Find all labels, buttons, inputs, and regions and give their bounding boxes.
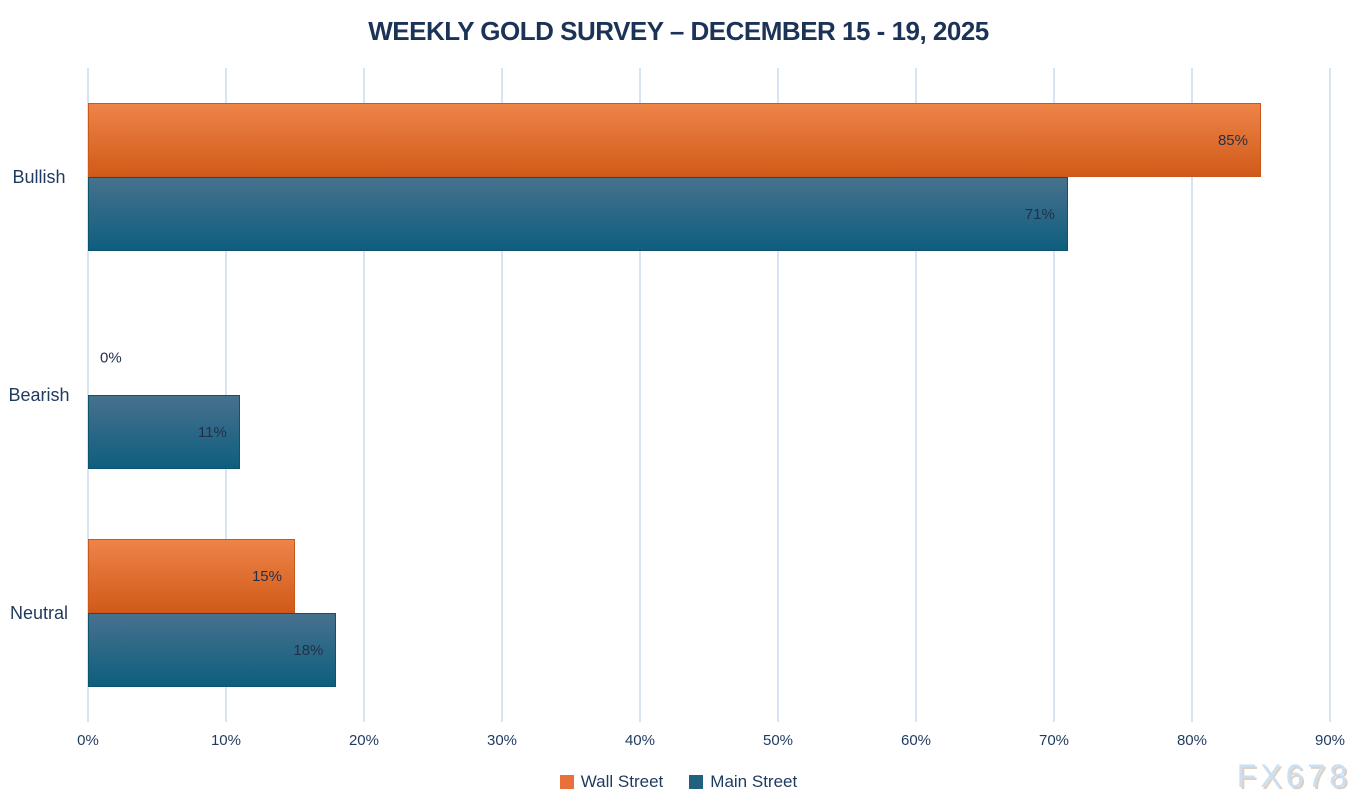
bar-slot: 85% xyxy=(88,103,1330,177)
bar-slot: 0% xyxy=(88,321,1330,395)
value-label: 0% xyxy=(100,349,122,367)
gridline xyxy=(501,68,503,722)
gridline xyxy=(1329,68,1331,722)
bar-group-bullish: 85% 71% xyxy=(88,68,1330,286)
x-tick-label: 40% xyxy=(624,732,655,749)
value-label: 11% xyxy=(197,423,227,441)
category-label-bearish: Bearish xyxy=(8,384,70,405)
x-tick-label: 80% xyxy=(1176,732,1207,749)
gridline xyxy=(638,68,641,722)
x-tick-label: 60% xyxy=(900,732,932,749)
bar-main-street-bearish: 11% xyxy=(88,395,240,469)
value-label: 85% xyxy=(1217,131,1248,149)
bar-wall-street-neutral: 15% xyxy=(88,539,295,613)
legend-item-wall-street: Wall Street xyxy=(559,772,664,792)
legend-swatch-main-street xyxy=(689,775,704,789)
bar-slot: 18% xyxy=(88,613,1330,687)
gridline xyxy=(362,68,365,722)
legend-item-main-street: Main Street xyxy=(689,772,797,792)
value-label: 15% xyxy=(251,567,282,585)
bar-wall-street-bullish: 85% xyxy=(88,103,1261,177)
x-tick-label: 10% xyxy=(210,732,241,749)
legend-swatch-wall-street xyxy=(559,775,574,789)
bar-group-neutral: 15% 18% xyxy=(88,504,1330,722)
watermark: FX678 xyxy=(1236,758,1351,794)
x-tick-label: 70% xyxy=(1038,732,1070,749)
x-tick-label: 90% xyxy=(1314,732,1346,749)
x-tick-label: 30% xyxy=(486,732,518,749)
legend-label: Wall Street xyxy=(580,772,664,791)
bar-groups: 85% 71% 0% 11% 15% 18% xyxy=(88,68,1330,722)
category-axis: Bullish Bearish Neutral xyxy=(0,68,78,722)
category-label-neutral: Neutral xyxy=(9,602,69,623)
gridline xyxy=(915,68,917,722)
value-label: 71% xyxy=(1024,205,1055,223)
x-tick-label: 20% xyxy=(348,732,379,749)
plot-area: 85% 71% 0% 11% 15% 18% xyxy=(87,68,1331,722)
bar-main-street-bullish: 71% xyxy=(88,177,1068,251)
gridline xyxy=(1190,68,1193,722)
gridline xyxy=(1053,68,1055,722)
bar-group-bearish: 0% 11% xyxy=(88,286,1330,504)
bar-main-street-neutral: 18% xyxy=(88,613,337,687)
x-tick-label: 50% xyxy=(762,732,794,749)
gridline xyxy=(777,68,779,722)
bar-slot: 71% xyxy=(88,177,1330,251)
legend-label: Main Street xyxy=(710,772,798,791)
bar-slot: 15% xyxy=(88,539,1330,613)
value-label: 18% xyxy=(293,641,324,659)
legend: Wall Street Main Street xyxy=(0,772,1357,792)
bar-slot: 11% xyxy=(88,395,1330,469)
category-label-bullish: Bullish xyxy=(12,166,66,187)
x-axis: 0% 10% 20% 30% 40% 50% 60% 70% 80% 90% xyxy=(77,732,1345,754)
x-tick-label: 0% xyxy=(77,732,99,749)
chart-title: WEEKLY GOLD SURVEY – DECEMBER 15 - 19, 2… xyxy=(368,16,989,46)
